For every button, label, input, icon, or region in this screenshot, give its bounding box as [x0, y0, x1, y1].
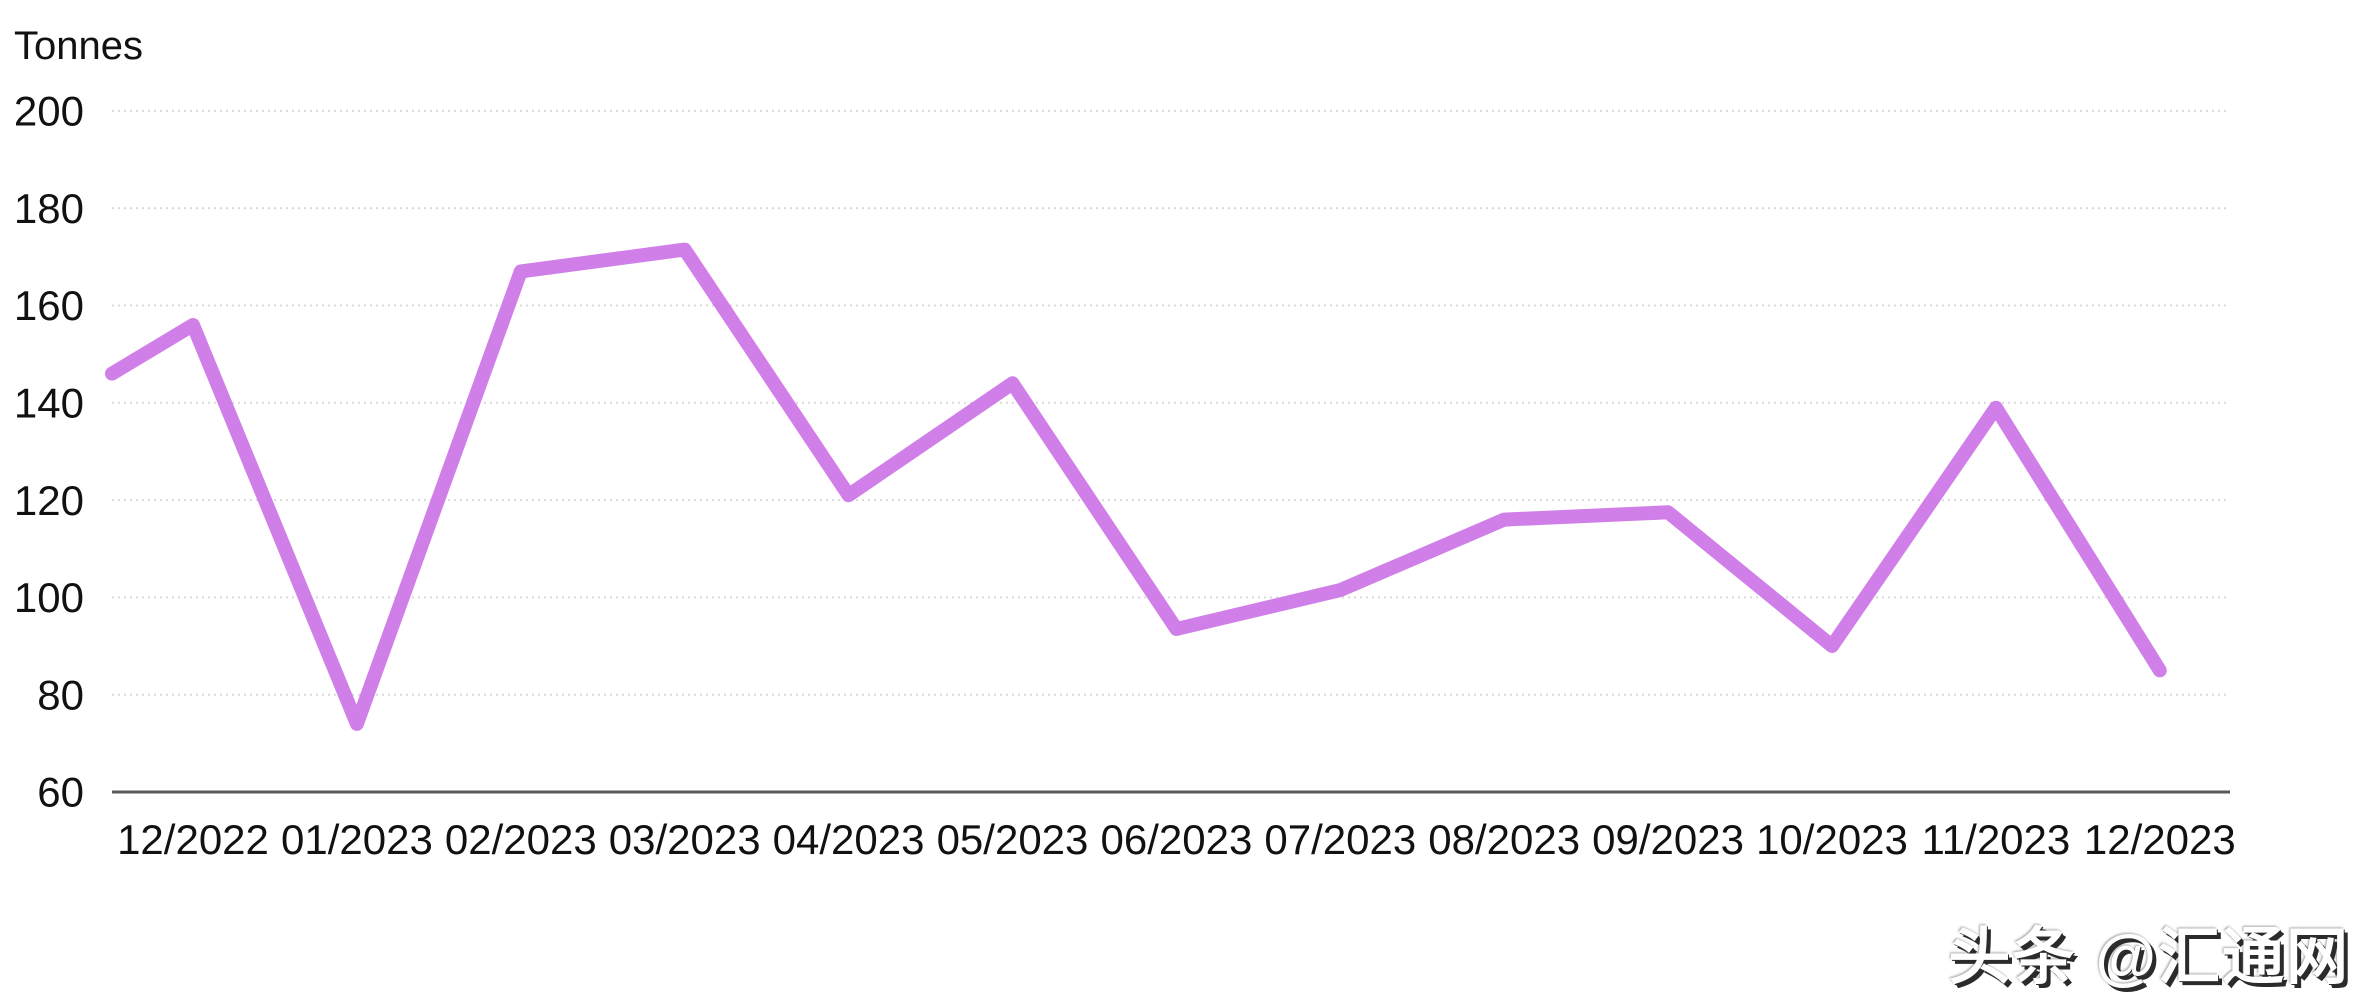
x-tick-label: 12/2022 — [117, 816, 269, 863]
y-tick-label: 80 — [37, 671, 84, 718]
x-tick-label: 11/2023 — [1922, 816, 2071, 863]
watermark-text: 头条 @汇通网 — [1948, 923, 2350, 992]
x-tick-label: 01/2023 — [281, 816, 433, 863]
x-tick-label: 12/2023 — [2084, 816, 2236, 863]
x-tick-label: 10/2023 — [1756, 816, 1908, 863]
y-tick-label: 200 — [14, 88, 84, 135]
y-axis-unit-label: Tonnes — [14, 24, 143, 68]
y-tick-label: 140 — [14, 380, 84, 427]
x-tick-label: 03/2023 — [609, 816, 761, 863]
x-tick-label: 07/2023 — [1264, 816, 1416, 863]
y-tick-label: 60 — [37, 769, 84, 816]
y-tick-label: 180 — [14, 185, 84, 232]
x-tick-label: 05/2023 — [937, 816, 1089, 863]
x-tick-label: 02/2023 — [445, 816, 597, 863]
x-tick-label: 06/2023 — [1100, 816, 1252, 863]
series-line — [105, 242, 2167, 731]
y-tick-label: 100 — [14, 574, 84, 621]
x-tick-label: 08/2023 — [1428, 816, 1580, 863]
y-tick-label: 160 — [14, 282, 84, 329]
x-tick-label: 04/2023 — [773, 816, 925, 863]
x-tick-label: 09/2023 — [1592, 816, 1744, 863]
y-tick-label: 120 — [14, 477, 84, 524]
